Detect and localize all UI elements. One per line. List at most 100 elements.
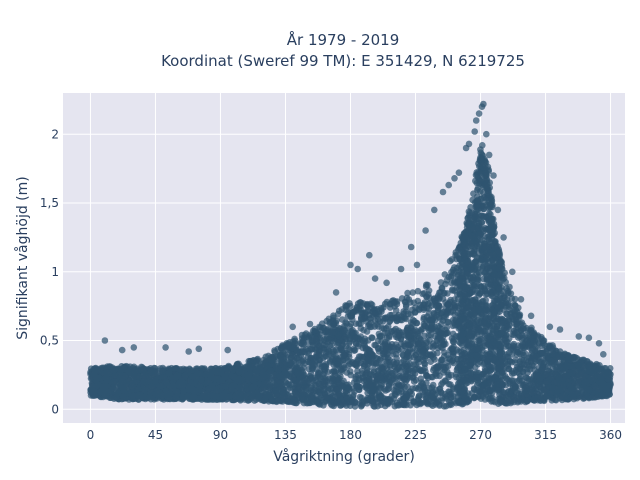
data-point: [140, 372, 147, 379]
data-point: [423, 293, 431, 301]
data-point: [349, 309, 356, 316]
data-point: [172, 394, 180, 402]
data-point: [600, 369, 608, 377]
data-point: [430, 354, 437, 361]
data-point: [428, 322, 436, 329]
data-point: [362, 344, 370, 352]
data-point: [135, 367, 142, 374]
data-point: [368, 301, 376, 309]
data-point: [574, 362, 582, 369]
data-point: [135, 386, 142, 393]
data-point: [548, 397, 556, 404]
data-point: [120, 364, 128, 371]
data-point: [273, 397, 281, 405]
data-point: [564, 362, 571, 370]
data-point: [438, 356, 446, 364]
data-point: [446, 391, 454, 398]
data-point: [424, 391, 431, 399]
data-point: [329, 377, 337, 385]
data-point: [607, 371, 614, 378]
data-point: [308, 345, 315, 353]
data-point: [399, 352, 407, 359]
data-point: [369, 334, 376, 342]
data-point: [321, 353, 329, 360]
data-point: [181, 372, 189, 380]
data-point: [430, 394, 438, 402]
data-point: [409, 374, 416, 381]
data-point: [392, 333, 400, 341]
data-point: [387, 363, 394, 371]
data-point: [284, 398, 291, 405]
data-point: [519, 368, 527, 376]
data-point: [384, 370, 391, 378]
data-point: [553, 379, 560, 386]
data-point: [530, 352, 537, 359]
data-point: [299, 357, 307, 365]
data-point: [523, 397, 531, 405]
data-point: [561, 350, 569, 358]
data-point: [528, 377, 535, 384]
data-point: [436, 402, 443, 409]
data-point: [332, 346, 340, 354]
data-point: [405, 352, 412, 360]
data-point: [335, 307, 343, 315]
data-point: [184, 393, 192, 400]
data-point: [446, 257, 454, 265]
data-point: [375, 330, 383, 338]
data-point: [415, 340, 423, 348]
data-point: [324, 346, 332, 353]
data-point: [355, 320, 363, 327]
data-point: [414, 297, 422, 305]
data-point: [262, 359, 269, 366]
data-point: [511, 295, 519, 303]
data-point: [345, 362, 352, 370]
data-point: [145, 377, 152, 385]
data-point: [250, 382, 258, 390]
data-point: [409, 320, 417, 328]
data-point: [409, 345, 417, 352]
data-point: [453, 373, 460, 381]
data-point: [421, 332, 428, 340]
data-point: [571, 385, 578, 392]
data-point: [309, 327, 317, 335]
data-point: [443, 324, 451, 331]
data-point: [434, 327, 442, 335]
data-point: [513, 368, 521, 376]
data-point: [328, 341, 336, 348]
data-point: [401, 375, 409, 383]
data-point: [447, 371, 455, 379]
data-point: [588, 394, 596, 401]
data-point: [284, 386, 292, 393]
data-point: [536, 392, 544, 400]
data-point: [353, 304, 361, 312]
data-point: [386, 311, 394, 319]
data-point: [321, 366, 329, 373]
data-point: [449, 286, 456, 293]
data-point: [357, 299, 365, 306]
data-point: [327, 385, 335, 393]
data-point: [290, 397, 298, 404]
data-point: [214, 375, 221, 383]
data-point: [374, 402, 382, 410]
data-point: [506, 283, 513, 291]
data-point: [520, 322, 527, 329]
data-point: [402, 303, 410, 311]
chart-title-line1: År 1979 - 2019: [287, 30, 400, 49]
data-point: [268, 394, 275, 401]
data-point: [363, 318, 370, 325]
data-point: [279, 354, 286, 362]
data-point: [505, 318, 513, 325]
data-point: [296, 364, 304, 371]
data-point: [357, 333, 365, 340]
data-point: [409, 289, 417, 296]
data-point: [413, 401, 421, 409]
data-point: [289, 351, 296, 359]
data-point: [436, 385, 443, 393]
data-point: [379, 318, 387, 325]
data-point: [543, 370, 550, 378]
data-point: [113, 393, 120, 401]
data-point: [405, 332, 413, 340]
data-point: [445, 380, 453, 388]
data-point: [314, 386, 322, 393]
data-point: [343, 369, 351, 376]
